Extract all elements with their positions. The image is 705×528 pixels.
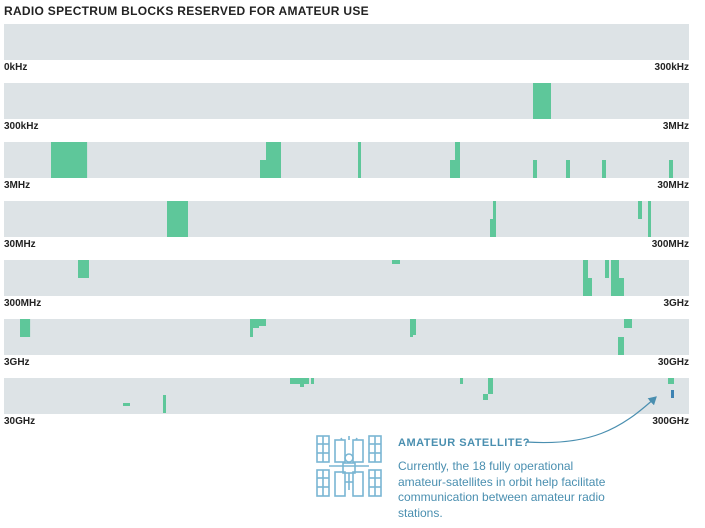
row-end-label: 300kHz (654, 62, 689, 73)
amateur-band-block (671, 378, 674, 384)
row-start-label: 30MHz (4, 239, 36, 250)
row-end-label: 300GHz (652, 416, 689, 427)
amateur-band-block (410, 319, 413, 337)
amateur-band-block (602, 160, 606, 178)
amateur-band-block (455, 142, 460, 178)
amateur-band-block (533, 83, 551, 119)
row-start-label: 3GHz (4, 357, 30, 368)
amateur-band-block (488, 378, 493, 394)
row-start-label: 300kHz (4, 121, 39, 132)
row-end-label: 300MHz (651, 239, 689, 250)
amateur-band-block (266, 142, 281, 178)
spectrum-row-plot (20, 319, 632, 355)
amateur-band-block (605, 260, 609, 278)
amateur-band-block (618, 337, 624, 355)
amateur-band-block (290, 378, 295, 384)
amateur-band-block (295, 378, 300, 384)
row-start-label: 0kHz (4, 62, 28, 73)
amateur-band-block (253, 319, 259, 328)
amateur-band-block (163, 395, 166, 413)
amateur-band-block (483, 394, 488, 400)
amateur-band-block (311, 378, 314, 384)
amateur-band-block (533, 160, 537, 178)
amateur-band-block (259, 319, 266, 326)
amateur-band-block (167, 201, 188, 237)
chart-title: RADIO SPECTRUM BLOCKS RESERVED FOR AMATE… (4, 4, 369, 18)
amateur-band-block (123, 403, 130, 406)
spectrum-row-plot (167, 201, 651, 237)
row-end-label: 3GHz (663, 298, 689, 309)
amateur-band-block (20, 319, 31, 337)
satellite-icon (315, 434, 383, 507)
spectrum-row (4, 142, 689, 178)
amateur-band-block (611, 260, 619, 296)
amateur-band-block (624, 319, 632, 328)
amateur-band-block (304, 378, 309, 384)
amateur-band-block (619, 278, 624, 296)
amateur-band-block (392, 260, 400, 264)
amateur-band-block (588, 278, 592, 296)
spectrum-row-plot (123, 378, 674, 413)
spectrum-row-plot (78, 260, 624, 296)
amateur-band-block (450, 160, 455, 178)
amateur-band-block (638, 201, 642, 219)
row-end-label: 3MHz (662, 121, 689, 132)
row-start-label: 30GHz (4, 416, 36, 427)
amateur-band-block (51, 142, 88, 178)
spectrum-row-plot (4, 24, 689, 60)
amateur-band-block (300, 378, 304, 387)
amateur-satellite-block (671, 390, 674, 398)
row-end-label: 30GHz (657, 357, 689, 368)
amateur-band-block (583, 260, 588, 296)
spectrum-row (4, 378, 689, 414)
amateur-band-block (668, 378, 671, 384)
amateur-band-block (260, 160, 266, 178)
row-end-label: 30MHz (657, 180, 689, 191)
amateur-band-block (78, 260, 89, 278)
annotation-heading: AMATEUR SATELLITE? (398, 437, 531, 449)
amateur-band-block (250, 319, 253, 337)
spectrum-row (4, 260, 689, 296)
row-start-label: 300MHz (4, 298, 42, 309)
amateur-band-block (566, 160, 570, 178)
amateur-band-block (493, 201, 496, 237)
spectrum-row-plot (51, 142, 673, 178)
amateur-band-block (669, 160, 673, 178)
spectrum-row-plot (533, 83, 551, 119)
amateur-band-block (460, 378, 463, 384)
amateur-band-block (413, 319, 416, 335)
annotation-body: Currently, the 18 fully operational amat… (398, 459, 606, 520)
spectrum-row (4, 201, 689, 237)
spectrum-row (4, 24, 689, 60)
amateur-band-block (490, 219, 493, 237)
spectrum-row (4, 83, 689, 119)
row-start-label: 3MHz (4, 180, 31, 191)
spectrum-row (4, 319, 689, 355)
amateur-band-block (358, 142, 361, 178)
amateur-band-block (648, 201, 651, 237)
